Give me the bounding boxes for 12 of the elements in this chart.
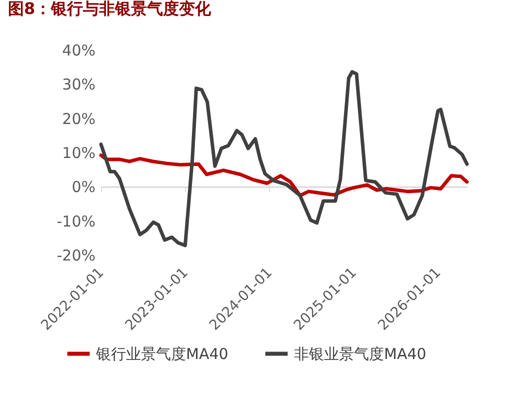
chart-title: 图8：银行与非银景气度变化 (8, 0, 212, 18)
y-tick-label: 30% (62, 76, 96, 94)
y-tick-label: 10% (62, 144, 96, 162)
line-series (99, 70, 469, 248)
legend-label: 银行业景气度MA40 (95, 344, 228, 363)
legend-label: 非银业景气度MA40 (294, 344, 426, 363)
y-tick-label: 0% (72, 178, 96, 196)
y-tick-label: 40% (62, 42, 96, 60)
y-tick-label: 20% (62, 110, 96, 128)
y-tick-label: -20% (56, 246, 96, 264)
y-tick-label: -10% (56, 212, 96, 230)
line-series (99, 153, 469, 198)
